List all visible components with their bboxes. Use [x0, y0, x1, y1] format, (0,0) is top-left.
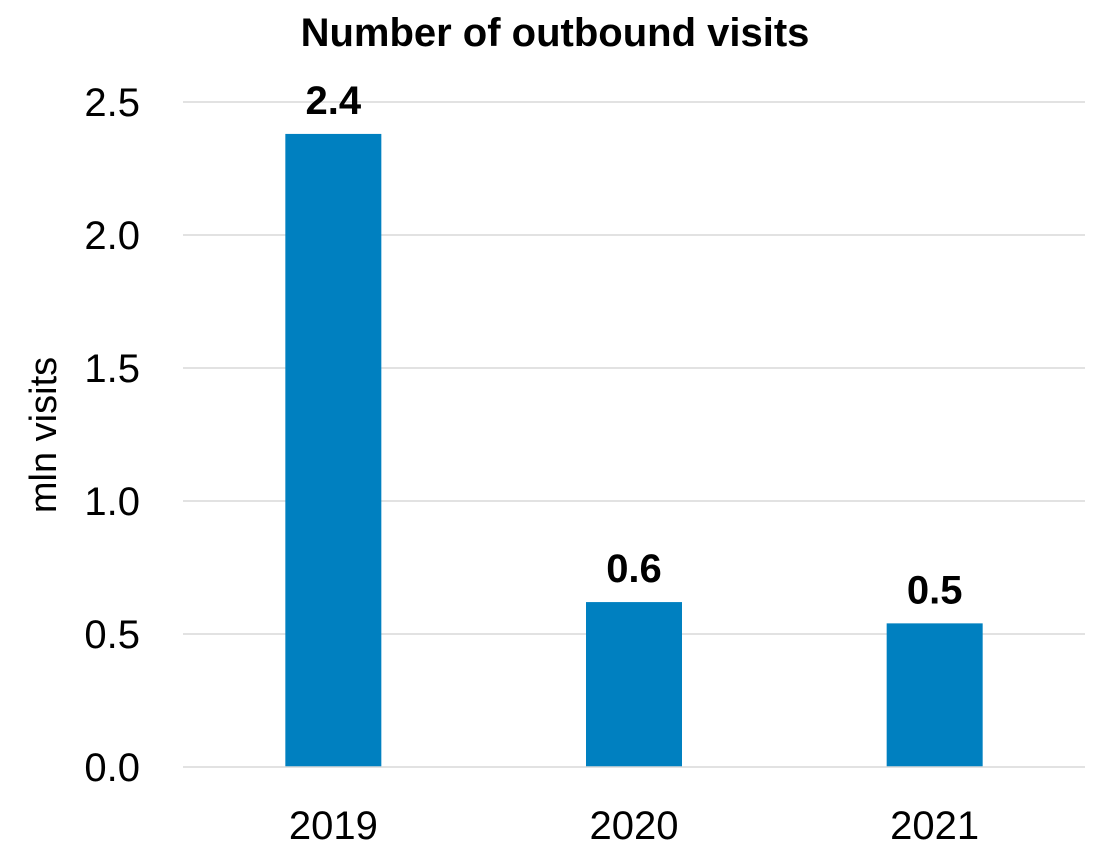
- y-tick-label: 2.5: [84, 81, 140, 125]
- y-tick-label: 1.0: [84, 480, 140, 524]
- y-tick-label: 2.0: [84, 214, 140, 258]
- x-tick-label-2020: 2020: [590, 804, 679, 847]
- x-tick-label-2019: 2019: [289, 804, 378, 847]
- x-tick-label-2021: 2021: [890, 804, 979, 847]
- data-label-2021: 0.5: [907, 568, 963, 612]
- y-tick-label: 1.5: [84, 347, 140, 391]
- y-axis-label: mln visits: [23, 357, 65, 513]
- chart-title: Number of outbound visits: [301, 11, 810, 55]
- y-tick-label: 0.5: [84, 613, 140, 657]
- bars: [285, 133, 983, 768]
- bar-2021: [886, 623, 983, 767]
- bar-2019: [285, 133, 382, 768]
- data-labels: 2.4 0.6 0.5: [306, 79, 963, 612]
- bar-2020: [586, 602, 682, 767]
- y-tick-label: 0.0: [84, 746, 140, 790]
- x-axis-ticks: 2019 2020 2021: [289, 804, 979, 847]
- y-axis-ticks: 0.0 0.5 1.0 1.5 2.0 2.5: [84, 81, 140, 790]
- data-label-2019: 2.4: [306, 79, 362, 123]
- data-label-2020: 0.6: [606, 547, 662, 591]
